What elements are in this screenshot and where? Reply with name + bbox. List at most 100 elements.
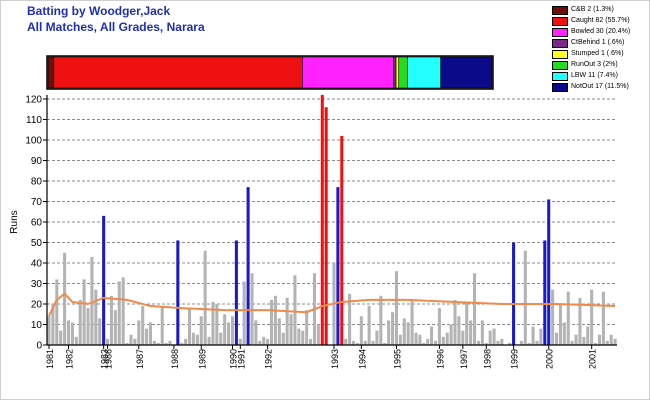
innings-bar [547,199,551,345]
y-tick-label: 40 [31,259,43,270]
legend-swatch [552,72,568,81]
dismissal-segment [47,56,55,89]
legend-label: Stumped 1 (.6%) [571,50,624,57]
x-tick-label: 1999 [510,349,520,369]
innings-bar [258,340,262,345]
x-tick-label: 2001 [588,349,598,369]
average-line [48,292,616,317]
innings-bar [586,326,590,345]
y-tick-label: 120 [25,95,42,106]
innings-bar [285,297,289,345]
y-tick-label: 20 [31,300,43,311]
legend-item: LBW 11 (7.4%) [550,71,650,82]
legend-item: CtBehind 1 (.6%) [550,38,650,49]
innings-bar [449,324,453,345]
innings-bar [66,320,71,345]
innings-bar [74,336,78,345]
innings-bar [433,340,438,345]
innings-bar [51,304,55,345]
x-tick-label: 1986 [104,349,114,369]
dismissal-segment [440,56,493,89]
x-tick-label: 1989 [197,349,207,369]
innings-bar [109,295,113,345]
innings-bar [152,340,156,345]
legend-label: CtBehind 1 (.6%) [571,39,625,46]
innings-bar [453,299,457,345]
innings-bar [363,340,367,345]
innings-bar [281,332,285,345]
innings-bar [215,304,219,345]
innings-bar [133,338,137,345]
innings-bar [309,338,313,345]
x-tick-label: 1997 [459,349,469,369]
innings-bar [465,301,469,345]
legend-item: NotOut 17 (11.5%) [550,82,650,93]
y-tick-label: 110 [26,115,42,126]
dismissal-segment [53,56,303,89]
innings-bar [555,332,559,345]
innings-bar [531,326,535,345]
innings-bar [613,338,617,345]
innings-bar [270,299,274,345]
legend-item: RunOut 3 (2%) [550,60,650,71]
innings-bar [188,308,192,345]
innings-bar [47,316,51,345]
legend-label: Bowled 30 (20.4%) [571,28,631,35]
innings-bar [262,336,266,345]
innings-bar [594,342,598,345]
innings-bar [426,338,430,345]
innings-bar [387,320,391,345]
innings-bar [476,340,480,345]
innings-bar [250,273,254,345]
x-tick-label: 1982 [65,349,75,369]
innings-bar [394,271,398,345]
innings-bar [543,240,547,345]
innings-bar [340,135,344,345]
innings-bar [527,342,531,345]
x-tick-label: 1996 [435,349,445,369]
innings-bar [492,328,496,345]
innings-bar [90,256,94,345]
legend-swatch [552,83,568,92]
y-tick-label: 90 [31,156,43,167]
innings-bar [195,334,199,345]
innings-bar [519,340,523,345]
innings-bar [410,299,414,345]
chart-subtitle: All Matches, All Grades, Narara [27,20,205,34]
innings-bar [86,308,90,345]
legend-label: C&B 2 (1.3%) [571,6,614,13]
innings-bar [484,342,488,345]
legend-label: Caught 82 (55.7%) [571,17,630,24]
innings-bar [582,336,586,345]
innings-bar [367,306,371,345]
innings-bar [601,291,605,345]
innings-bar [344,338,348,345]
innings-bar [148,322,153,345]
legend-label: RunOut 3 (2%) [571,61,618,68]
innings-bar [391,312,395,345]
legend-swatch [552,39,568,48]
innings-bar [234,240,238,345]
innings-bar [457,316,461,345]
dismissal-segment [393,56,397,89]
innings-bar [488,330,492,345]
innings-bar [551,289,555,345]
innings-bar [418,334,422,345]
innings-bar [320,94,324,346]
innings-bar [98,318,102,345]
innings-bar [266,338,270,345]
innings-bar [480,320,484,345]
innings-bar [375,330,379,345]
innings-bar [297,328,301,345]
innings-bar [121,277,125,345]
innings-bar [383,342,387,345]
innings-bar [94,289,98,345]
innings-bar [254,320,258,345]
x-tick-label: 1994 [357,349,367,369]
x-tick-label: 1998 [482,349,492,369]
innings-bar [398,334,402,345]
innings-bar [223,314,227,345]
innings-bar [293,275,297,345]
innings-bar [164,342,168,345]
